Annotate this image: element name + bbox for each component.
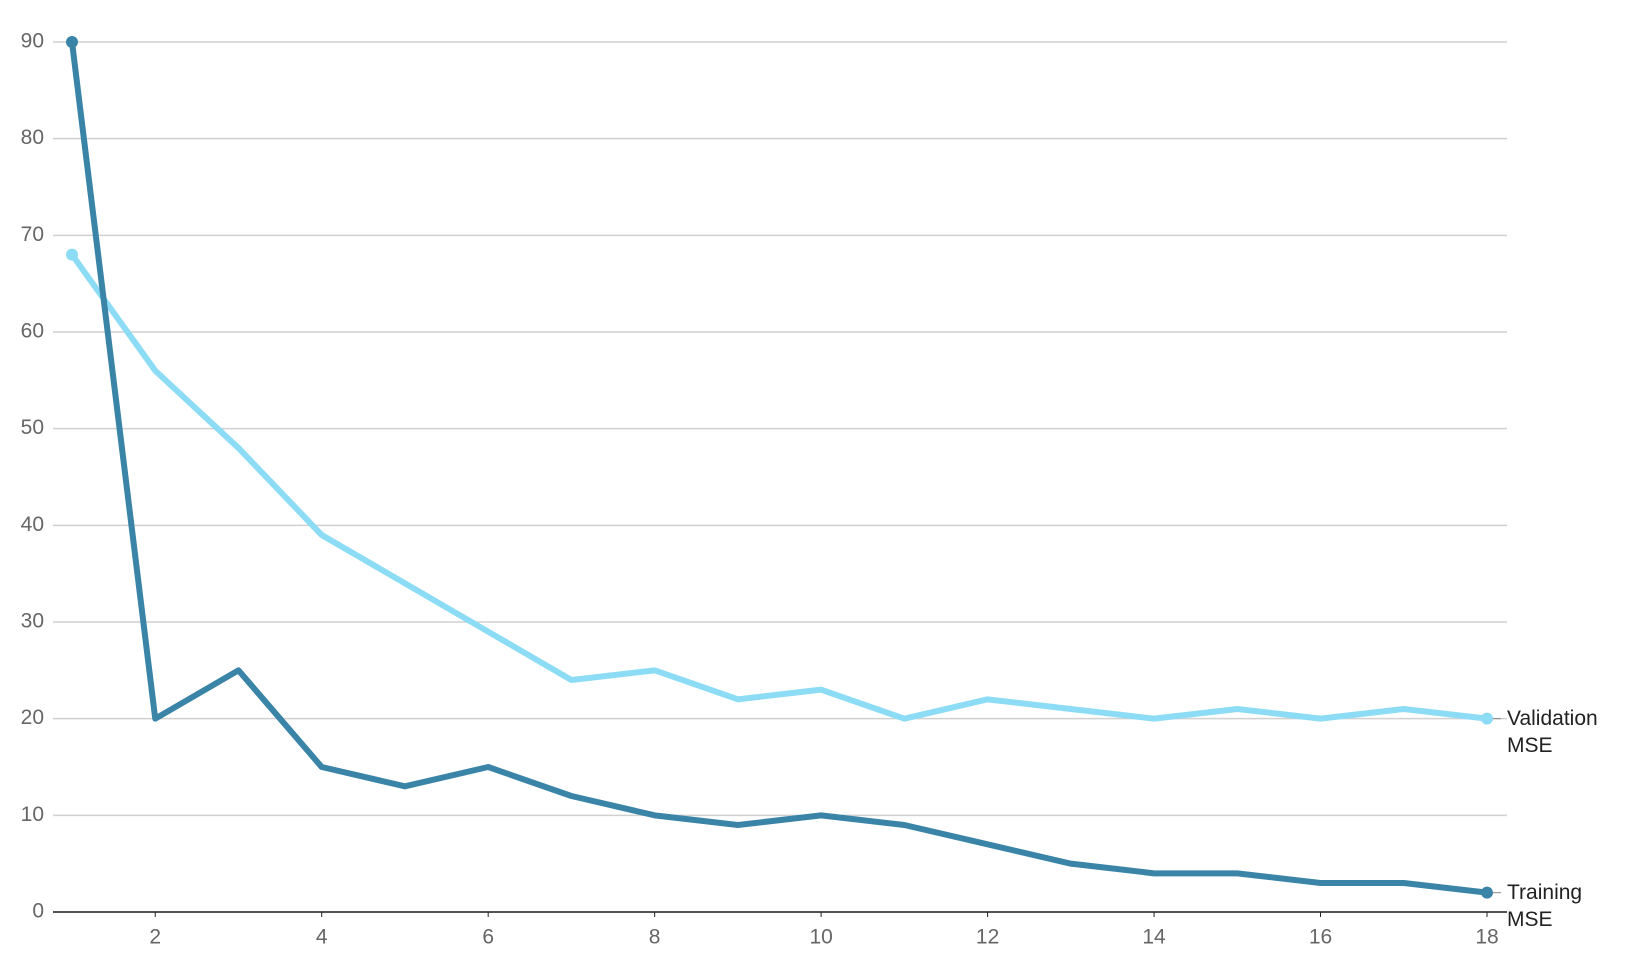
y-tick-label: 20 — [21, 706, 44, 729]
end-point — [1481, 712, 1493, 725]
x-tick-label: 14 — [1142, 926, 1166, 949]
y-tick-label: 10 — [21, 803, 44, 826]
x-tick-label: 6 — [482, 926, 494, 949]
end-point — [1481, 886, 1493, 899]
end-point — [66, 248, 78, 261]
y-tick-label: 50 — [21, 416, 44, 439]
y-tick-label: 70 — [21, 223, 44, 246]
series-label: Training MSE — [1507, 880, 1583, 931]
x-tick-label: 16 — [1309, 926, 1332, 949]
x-tick-label: 10 — [809, 926, 832, 949]
y-tick-label: 60 — [21, 320, 44, 343]
line-series — [69, 252, 1488, 722]
y-tick-label: 0 — [32, 900, 44, 923]
x-tick-label: 12 — [976, 926, 999, 949]
x-tick-label: 2 — [149, 926, 161, 949]
series-label-box: Training MSE — [1507, 880, 1583, 931]
x-tick-label: 8 — [649, 926, 661, 949]
y-tick-label: 90 — [21, 30, 44, 53]
end-point — [66, 36, 78, 48]
y-tick-label: 80 — [21, 126, 44, 149]
y-tick-label: 40 — [21, 513, 44, 536]
x-tick-label: 18 — [1475, 926, 1498, 949]
x-tick-label: 4 — [316, 926, 328, 949]
series-label-box: Validation MSE — [1507, 706, 1598, 757]
series-label: Validation MSE — [1507, 706, 1598, 757]
y-tick-label: 30 — [21, 610, 44, 633]
line-series — [69, 41, 1488, 896]
